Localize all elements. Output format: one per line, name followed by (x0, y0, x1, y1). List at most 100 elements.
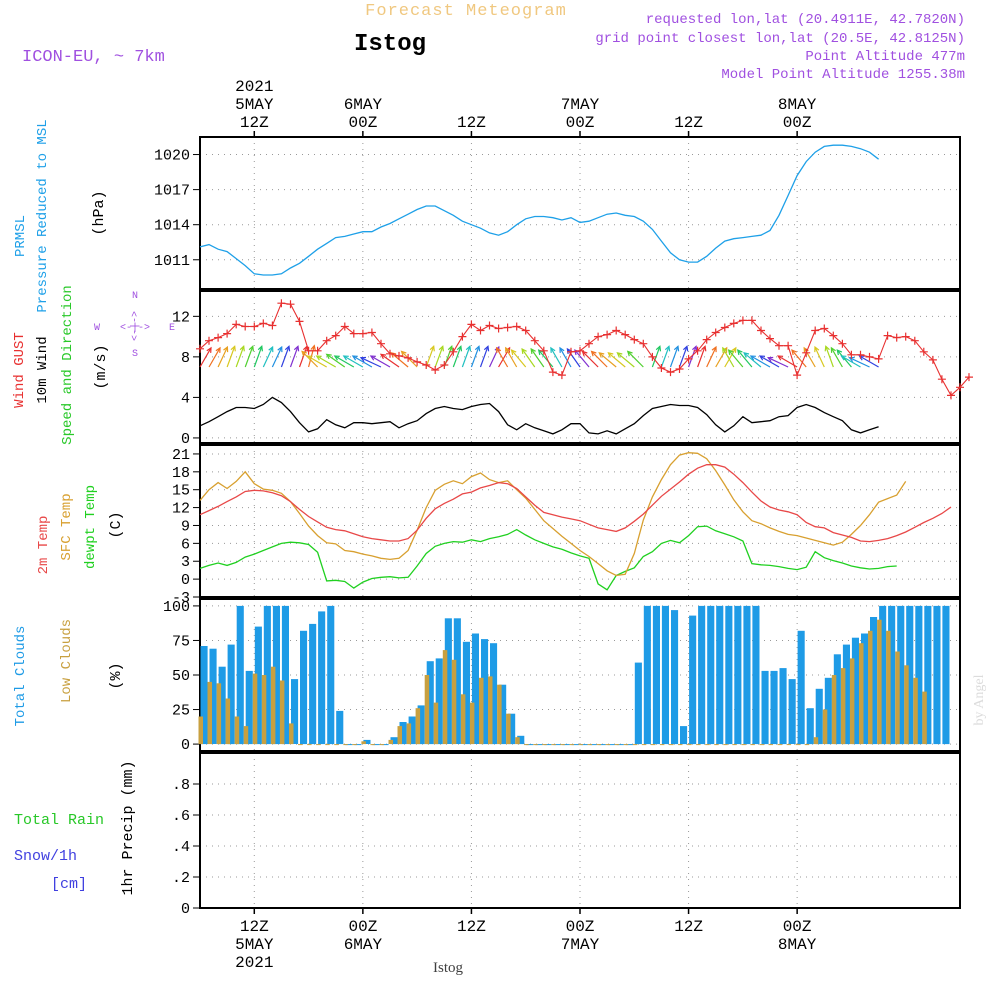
tsfc-line (199, 452, 907, 577)
total-clouds-bar (689, 615, 697, 745)
total-clouds-bar (318, 611, 326, 745)
low-clouds-bar (252, 673, 258, 745)
total-clouds-bar (291, 679, 299, 744)
wind-gust-marker (223, 329, 232, 338)
wind-direction-arrow (598, 352, 617, 368)
prmsl-name-label: PRMSL (13, 215, 29, 257)
total-clouds-bar (227, 644, 235, 745)
wind-direction-arrowhead (791, 349, 797, 356)
wind-gust-marker (947, 391, 955, 400)
wind-direction-arrowhead (598, 352, 605, 358)
temperature-ytick-label: 12 (172, 501, 190, 518)
wind-direction-arrowhead (814, 345, 820, 353)
wind-direction-arrow (434, 346, 444, 368)
wind-direction-arrowhead (626, 350, 633, 357)
total-clouds-bar (390, 737, 398, 745)
total-clouds-bar (571, 744, 579, 746)
wind-gust-marker (476, 326, 485, 335)
wind-gust-marker (440, 361, 449, 369)
prmsl-series (199, 144, 879, 276)
total-clouds-bar (779, 668, 787, 745)
bottom-time-label: 12Z (457, 918, 486, 936)
wind-gust-marker (612, 326, 621, 335)
wind-direction-arrow (199, 347, 212, 368)
model-label: ICON-EU, ~ 7km (22, 48, 165, 67)
clouds-series (198, 605, 950, 746)
low-clouds-bar (723, 744, 728, 746)
wind-direction-arrow (559, 347, 572, 368)
total-clouds-bar (879, 605, 887, 745)
total-clouds-label: Total Clouds (13, 626, 29, 727)
wind-direction-arrowhead (848, 356, 855, 362)
wind-direction-arrowhead (607, 352, 614, 358)
wind-direction-arrow (307, 355, 327, 368)
wind-gust-marker (594, 332, 603, 341)
top-time-label: 12Z (457, 114, 486, 132)
total-clouds-bar (535, 744, 543, 746)
total-clouds-bar (508, 713, 516, 745)
wind-gust-marker (268, 321, 277, 330)
wind-direction-arrowhead (836, 349, 843, 356)
wind-direction-arrow (825, 346, 834, 368)
top-time-label: 6MAY (344, 96, 383, 114)
wind-direction-arrow (316, 355, 337, 368)
low-clouds-bar (696, 744, 701, 746)
low-clouds-bar (831, 675, 837, 745)
total-clouds-bar (770, 670, 778, 745)
total-clouds-bar (200, 646, 208, 745)
wind-10m-line (199, 396, 879, 435)
low-clouds-bar (859, 643, 864, 745)
temp-unit-label: (C) (108, 511, 125, 538)
wind-direction-arrow (859, 355, 879, 368)
wind-direction-arrowhead (315, 355, 322, 361)
wind-gust-marker (603, 330, 612, 339)
low-clouds-bar (289, 723, 294, 745)
low-clouds-bar (497, 684, 502, 745)
prmsl-ytick-label: 1014 (154, 218, 190, 235)
snow-unit-label: [cm] (51, 876, 87, 893)
temperature-ytick-label: -3 (172, 590, 190, 607)
wind-direction-arrow (724, 347, 737, 368)
prmsl-desc-label: Pressure Reduced to MSL (35, 119, 51, 312)
wind-gust-line (199, 302, 970, 397)
total-clouds-bar (616, 744, 624, 746)
bottom-time-label: 6MAY (344, 936, 383, 954)
wind-direction-arrowhead (438, 345, 444, 352)
total-clouds-bar (245, 670, 253, 745)
wind-series (196, 299, 973, 435)
wind-gust-marker (413, 357, 422, 366)
low-clouds-bar (868, 630, 873, 745)
wind-direction-arrowhead (521, 347, 527, 354)
precipitation-ytick-label: .8 (172, 777, 190, 794)
prmsl-line (199, 144, 879, 276)
wind-gust-marker (449, 347, 458, 356)
low-clouds-bar (270, 666, 276, 745)
wind-gust-marker (811, 326, 820, 335)
total-clouds-bar (851, 637, 859, 745)
total-clouds-bar (408, 716, 416, 745)
wind-direction-arrow (791, 349, 807, 368)
low-clouds-bar (397, 726, 402, 745)
wind-direction-arrowhead (537, 349, 544, 356)
low-clouds-bar (379, 744, 384, 746)
low-clouds-bar (714, 744, 719, 746)
low-clouds-bar (605, 744, 611, 746)
product-title: Forecast Meteogram (365, 2, 567, 21)
total-clouds-bar (589, 744, 597, 746)
prmsl-panel: 1011 1014 1017 1020 (154, 136, 961, 290)
t2m-label: 2m Temp (36, 516, 52, 575)
total-clouds-bar (634, 662, 642, 745)
total-clouds-bar (209, 648, 217, 744)
wind-direction-arrow (244, 346, 254, 368)
clouds-unit-label: (%) (108, 662, 125, 689)
wind-direction-arrow (235, 346, 245, 368)
wind-direction-arrowhead (731, 346, 737, 353)
wind-direction-arrow (401, 350, 418, 368)
top-time-label: 5MAY (235, 96, 274, 114)
wind-gust-marker (784, 341, 793, 350)
wind-gust-marker (747, 316, 756, 325)
wind-gust-marker (820, 324, 829, 333)
top-time-label: 7MAY (561, 96, 600, 114)
wind-direction-arrowhead (743, 352, 750, 358)
